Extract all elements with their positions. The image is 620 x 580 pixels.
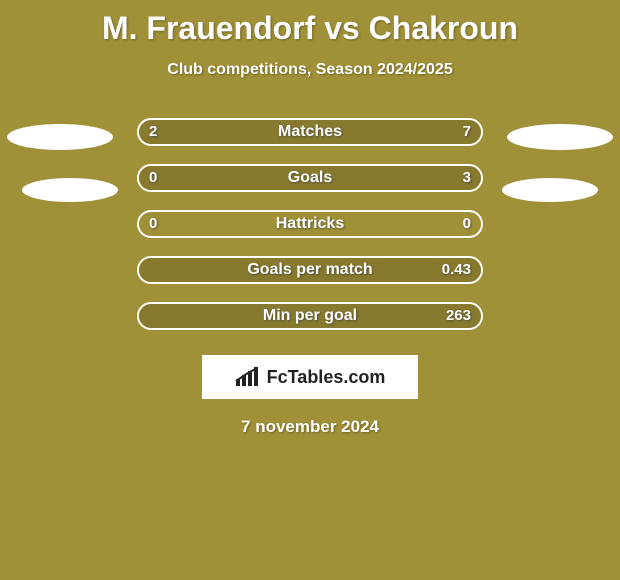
stat-value-right: 7 — [463, 120, 471, 144]
stat-value-left: 2 — [149, 120, 157, 144]
stat-bar-track: 0 Hattricks 0 — [137, 210, 483, 238]
stat-bar-track: Goals per match 0.43 — [137, 256, 483, 284]
chart-icon — [235, 367, 261, 387]
stat-label: Hattricks — [139, 212, 481, 236]
stat-value-right: 263 — [446, 304, 471, 328]
stat-value-left: 0 — [149, 166, 157, 190]
comparison-subtitle: Club competitions, Season 2024/2025 — [0, 61, 620, 79]
stat-bar-track: 0 Goals 3 — [137, 164, 483, 192]
stat-value-right: 3 — [463, 166, 471, 190]
stat-bar-fill-right — [139, 304, 481, 328]
stat-row: 0 Goals 3 — [0, 155, 620, 201]
site-logo: FcTables.com — [202, 355, 418, 399]
stat-value-right: 0.43 — [442, 258, 471, 282]
stats-container: 2 Matches 7 0 Goals 3 0 Hattricks 0 Goal… — [0, 109, 620, 339]
stat-bar-track: Min per goal 263 — [137, 302, 483, 330]
stat-row: 2 Matches 7 — [0, 109, 620, 155]
stat-bar-fill-right — [214, 120, 481, 144]
stat-row: Goals per match 0.43 — [0, 247, 620, 293]
stat-value-left: 0 — [149, 212, 157, 236]
stat-bar-fill-right — [139, 166, 481, 190]
stat-value-right: 0 — [463, 212, 471, 236]
stat-bar-track: 2 Matches 7 — [137, 118, 483, 146]
snapshot-date: 7 november 2024 — [0, 417, 620, 437]
stat-row: Min per goal 263 — [0, 293, 620, 339]
site-logo-text: FcTables.com — [267, 367, 386, 388]
stat-row: 0 Hattricks 0 — [0, 201, 620, 247]
comparison-title: M. Frauendorf vs Chakroun — [0, 0, 620, 47]
stat-bar-fill-right — [139, 258, 481, 282]
